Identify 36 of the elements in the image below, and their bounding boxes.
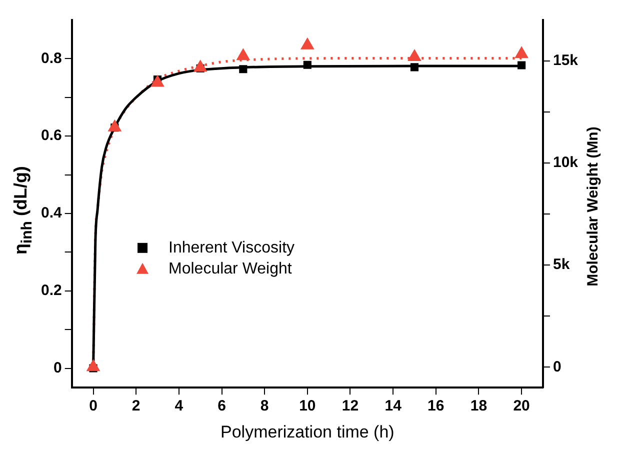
x-tick-label: 0 [89, 398, 98, 415]
y2-tick-label: 0 [552, 358, 562, 376]
x-tick-label: 10 [299, 398, 316, 415]
x-tick-label: 8 [260, 398, 269, 415]
y2-tick-label: 5k [552, 256, 570, 274]
x-tick-label: 20 [513, 398, 530, 415]
y-tick-label: 0.2 [40, 282, 62, 300]
x-tick-label: 14 [384, 398, 402, 415]
legend-label: Inherent Viscosity [168, 239, 295, 256]
x-tick-label: 6 [218, 398, 226, 415]
point [408, 49, 422, 61]
point [410, 63, 419, 72]
y-tick-label: 0.8 [40, 50, 62, 67]
y2-axis-title: Molecular Weight (Mn) [584, 126, 602, 288]
y-tick-label: 0.4 [40, 204, 62, 222]
point [514, 46, 528, 58]
legend-label: Molecular Weight [168, 260, 292, 278]
point [518, 61, 526, 70]
x-tick-label: 16 [428, 398, 444, 415]
x-tick-label: 18 [470, 398, 488, 415]
point [150, 75, 164, 87]
point [86, 360, 100, 372]
point [239, 65, 248, 74]
x-tick-label: 2 [132, 398, 140, 415]
y2-tick-label: 15k [552, 52, 579, 69]
y-tick-label: 0 [54, 359, 62, 376]
x-tick-label: 12 [342, 398, 359, 415]
x-tick-label: 4 [174, 398, 184, 415]
point [108, 120, 122, 132]
point [300, 38, 314, 50]
point [236, 48, 250, 60]
point [303, 60, 312, 69]
y-tick-label: 0.6 [40, 127, 62, 144]
y2-tick-label: 10k [552, 154, 579, 172]
x-axis-title: Polymerization time (h) [220, 422, 394, 442]
point [194, 60, 207, 72]
